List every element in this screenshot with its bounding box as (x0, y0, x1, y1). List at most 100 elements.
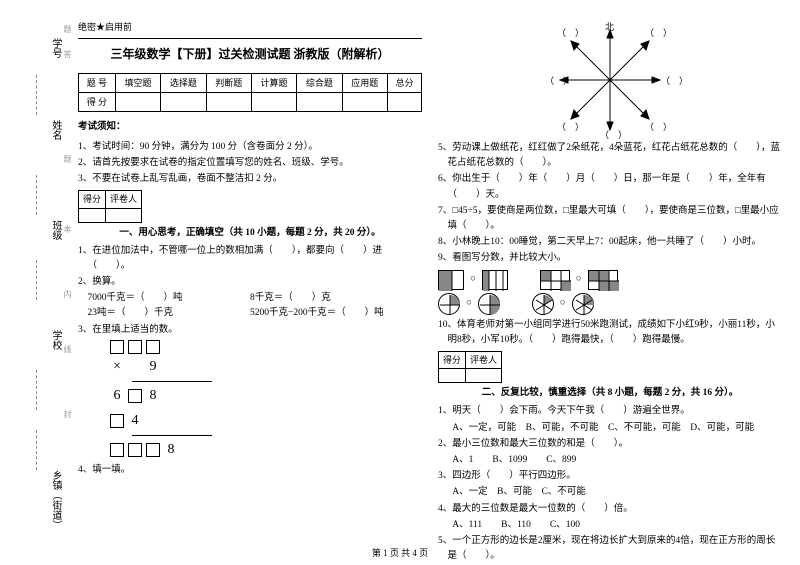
st-s3 (206, 92, 251, 111)
notice-2: 2、请首先按要求在试卷的指定位置填写您的姓名、班级、学号。 (78, 156, 422, 171)
margin-s4: 内 (62, 290, 73, 298)
n8b: 8 (162, 439, 180, 461)
fb (588, 270, 618, 290)
bx (128, 443, 142, 457)
notice-3: 3、不要在试卷上乱写乱画，卷面不整洁扣 2 分。 (78, 172, 422, 187)
st-s1 (115, 92, 160, 111)
st-h2: 选择题 (161, 73, 206, 92)
margin-xuexiao: 学校 (48, 330, 63, 350)
circ-op: ○ (470, 272, 476, 287)
rule2 (132, 435, 212, 436)
q8: 8、小林晚上10：00睡觉，第二天早上7：00起床，他一共睡了（ ）小时。 (438, 235, 782, 250)
sb2-e1 (439, 369, 466, 383)
section2-h: 二、反复比较，慎重选择（共 8 小题，每题 2 分，共 16 分）。 (438, 386, 782, 401)
q6: 6、你出生于（ ）年（ ）月（ ）日，那一年是（ ）年，全年有（ ）天。 (438, 172, 782, 202)
sb2-c2: 评卷人 (466, 351, 502, 368)
q2b: 8千克＝（ ）克 (250, 291, 422, 306)
margin-dash5 (36, 430, 37, 470)
s2q3: 3、四边形（ ）平行四边形。 (438, 469, 782, 484)
dir-s: （ ） (600, 128, 627, 142)
fb (540, 270, 570, 290)
st-h5: 综合题 (297, 73, 342, 92)
s2q3o: A、一定 B、可能 C、不可能 (438, 485, 782, 500)
margin-dash2 (36, 175, 37, 215)
dir-nw: （ ） (557, 26, 584, 40)
cf (572, 293, 594, 315)
page-footer: 第 1 页 共 4 页 (0, 546, 800, 559)
q7: 7、□45÷5，要使商是两位数，□里最大可填（ ），要使商是三位数，□里最小应填… (438, 204, 782, 234)
margin-xiangzhen: 乡镇（街道） (48, 470, 63, 530)
q5: 5、劳动课上做纸花，红红做了2朵纸花，4朵蓝花，红花占纸花总数的（ ），蓝花占纸… (438, 141, 782, 171)
scorebox-2: 得分评卷人 (438, 351, 502, 383)
q4: 4、填一填。 (78, 463, 422, 478)
bx (128, 389, 142, 403)
margin-s3: 本 (62, 225, 73, 233)
cf (438, 293, 460, 315)
st-h4: 计算题 (251, 73, 296, 92)
dir-w: （ ） (545, 74, 572, 88)
sb-e1 (79, 208, 106, 222)
q1: 1、在进位加法中，不管哪一位上的数相加满（ ），都要向（ ）进（ ）。 (78, 244, 422, 274)
margin-xuehao: 学号 (48, 38, 63, 58)
bx (110, 443, 124, 457)
s2q1o: A、一定，可能 B、可能，不可能 C、不可能，可能 D、可能，可能 (438, 421, 782, 436)
q2d: 5200千克−200千克＝（ ）吨 (250, 306, 422, 321)
frac-row2: ○ ○ (438, 293, 782, 315)
st-s6 (342, 92, 387, 111)
n9: 9 (144, 356, 162, 378)
dir-ne: （ ） (645, 26, 672, 40)
st-s5 (297, 92, 342, 111)
st-h3: 判断题 (206, 73, 251, 92)
q10: 10、体育老师对第一小组同学进行50米跑测试，成绩如下小红9秒，小丽11秒，小明… (438, 318, 782, 348)
fb (482, 270, 508, 290)
margin-dash4 (36, 370, 37, 410)
header-rule (78, 38, 422, 39)
st-h1: 填空题 (115, 73, 160, 92)
sb2-c1: 得分 (439, 351, 466, 368)
sb-c2: 评卷人 (106, 191, 142, 208)
n8: 8 (144, 385, 162, 407)
dir-sw: （ ） (557, 120, 584, 134)
compass-diagram: 北 （ ） （ ） （ ） （ ） （ ） （ ） （ ） (545, 20, 675, 140)
s2q4: 4、最大的三位数是最大一位数的（ ）倍。 (438, 502, 782, 517)
secret-label: 绝密★启用前 (78, 20, 422, 34)
score-table: 题 号 填空题 选择题 判断题 计算题 综合题 应用题 总分 得 分 (78, 73, 422, 113)
cf (532, 293, 554, 315)
st-s7 (387, 92, 421, 111)
s2q1: 1、明天（ ）会下雨。今天下午我（ ）游遍全世界。 (438, 404, 782, 419)
s2q2: 2、最小三位数和最大三位数的和是（ ）。 (438, 437, 782, 452)
bx (146, 340, 160, 354)
margin-banji: 班级 (48, 220, 63, 240)
q2: 2、换算。 (78, 275, 422, 290)
sb-e2 (106, 208, 142, 222)
s2q2o: A、1 B、1099 C、899 (438, 453, 782, 468)
sb-c1: 得分 (79, 191, 106, 208)
bx (110, 414, 124, 428)
dir-e: （ ） (661, 74, 688, 88)
margin-dash (36, 75, 37, 115)
margin-s6: 封 (62, 410, 73, 418)
st-s2 (161, 92, 206, 111)
section1-h: 一、用心思考，正确填空（共 10 小题，每题 2 分，共 20 分）。 (78, 226, 422, 241)
fb (438, 270, 464, 290)
sb2-e2 (466, 369, 502, 383)
circ-op: ○ (576, 272, 582, 287)
n6: 6 (108, 385, 126, 407)
q2c: 23吨＝（ ）千克 (78, 306, 250, 321)
bx (146, 443, 160, 457)
exam-title: 三年级数学【下册】过关检测试题 浙教版（附解析） (78, 45, 422, 64)
st-h7: 总分 (387, 73, 421, 92)
margin-s2: 题 (62, 155, 73, 163)
margin-xingming: 姓名 (48, 120, 63, 140)
times: × (108, 356, 126, 378)
circ-op: ○ (560, 296, 566, 311)
rule1 (132, 381, 212, 382)
notice-1: 1、考试时间：90 分钟，满分为 100 分（含卷面分 2 分）。 (78, 140, 422, 155)
scorebox-1: 得分评卷人 (78, 190, 142, 222)
bx (128, 340, 142, 354)
n4: 4 (126, 410, 144, 432)
st-h6: 应用题 (342, 73, 387, 92)
margin-hint: 题 (62, 25, 73, 33)
s2q4o: A、111 B、110 C、100 (438, 518, 782, 533)
q3: 3、在里填上适当的数。 (78, 323, 422, 338)
